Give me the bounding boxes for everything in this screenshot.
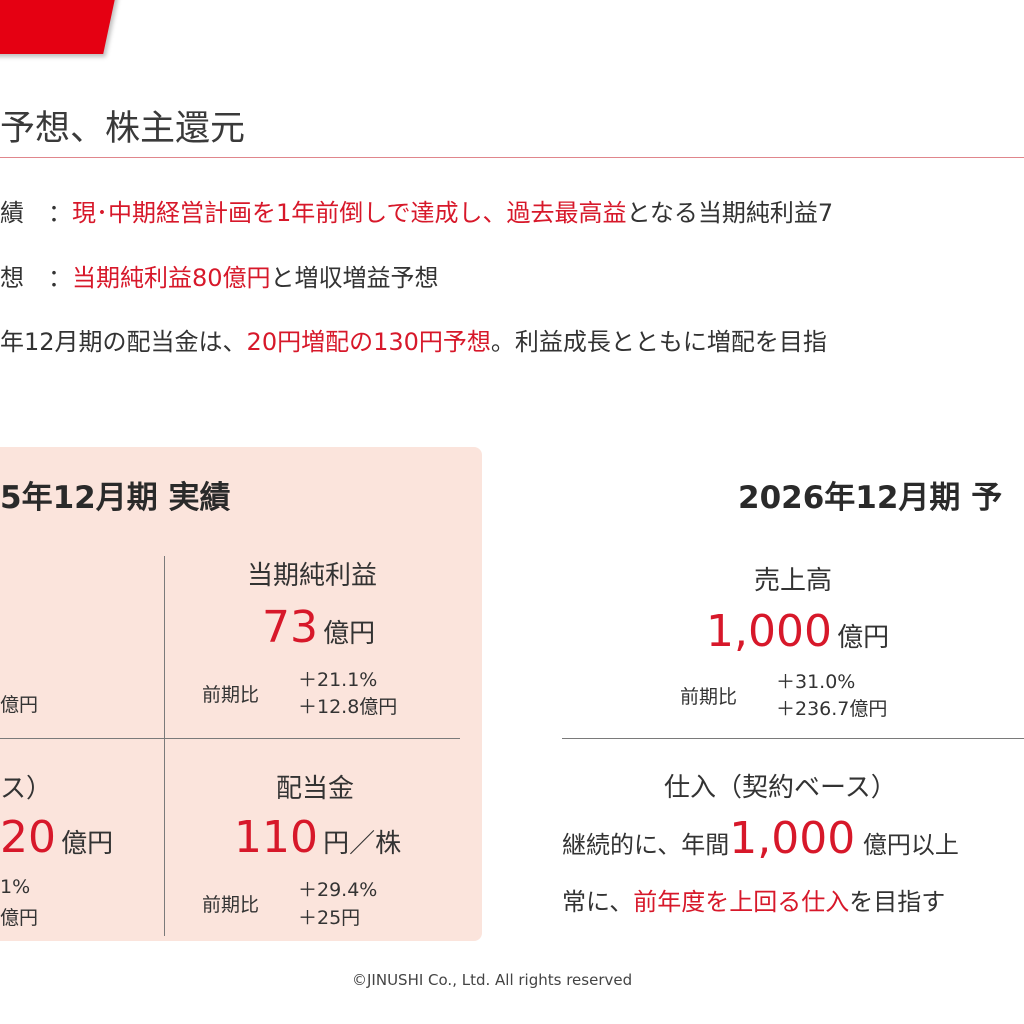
partial-yoy-amount: 億円 [0, 907, 39, 929]
dividend-unit: 円／株 [323, 829, 402, 859]
partial-yoy-pct: 1% [0, 876, 31, 898]
sales-label: 売上高 [754, 566, 833, 596]
dividend-yoy-pct: ＋29.4% [298, 879, 378, 901]
partial-unit: 億円 [61, 829, 114, 859]
grid-divider-horizontal [0, 738, 460, 739]
sales-figure: 1,000 億円 [706, 606, 889, 657]
net-income-yoy-pct: ＋21.1% [298, 669, 378, 691]
dividend-label: 配当金 [276, 774, 355, 804]
purchase-line-1: 継続的に、年間1,000 億円以上 [562, 813, 959, 864]
purchase-line2-highlight: 前年度を上回る仕入 [633, 888, 850, 916]
dividend-value: 110 [234, 812, 318, 863]
forecast-divider [562, 738, 1024, 739]
forecast-title: 2026年12月期 予 [738, 480, 1003, 516]
bullet-label: 績 ： [0, 199, 72, 227]
bullet-forecast: 想 ：当期純利益80億円と増収増益予想 [0, 258, 439, 293]
page-title: 予想、株主還元 [0, 109, 246, 149]
net-income-yoy-label: 前期比 [202, 684, 260, 706]
purchase-line2-prefix: 常に、 [562, 888, 634, 916]
results-panel [0, 447, 482, 941]
sales-value: 1,000 [706, 606, 832, 657]
bullet-text: となる当期純利益7 [626, 199, 834, 227]
sales-unit: 億円 [837, 623, 890, 653]
grid-divider-vertical [164, 556, 165, 936]
dividend-yoy-amount: ＋25円 [298, 907, 361, 929]
net-income-label: 当期純利益 [247, 561, 378, 591]
bullet-text: 。利益成長とともに増配を目指 [490, 328, 827, 356]
bullet-text: 年12月期の配当金は、 [0, 328, 247, 356]
bullet-dividend: 年12月期の配当金は、20円増配の130円予想。利益成長とともに増配を目指 [0, 322, 827, 357]
purchase-suffix: 億円以上 [862, 831, 959, 859]
title-divider [0, 157, 1024, 158]
section-tab [0, 0, 117, 54]
net-income-unit: 億円 [323, 619, 376, 649]
bullet-label: 想 ： [0, 264, 72, 292]
bullet-highlight: 現･中期経営計画を1年前倒しで達成し、過去最高益 [72, 199, 627, 227]
net-income-figure: 73 億円 [262, 602, 375, 653]
partial-figure: 20 億円 [0, 812, 113, 863]
copyright: ©JINUSHI Co., Ltd. All rights reserved [352, 971, 633, 989]
bullet-highlight: 20円増配の130円予想 [246, 328, 491, 356]
bullet-text: と増収増益予想 [270, 264, 439, 292]
net-income-value: 73 [262, 602, 318, 653]
partial-amount: 億円 [0, 694, 39, 716]
results-title: 5年12月期 実績 [0, 480, 231, 516]
bullet-highlight: 当期純利益80億円 [72, 264, 271, 292]
sales-yoy-pct: ＋31.0% [776, 671, 856, 693]
purchase-line-2: 常に、前年度を上回る仕入を目指す [562, 882, 945, 917]
purchase-value: 1,000 [729, 813, 856, 864]
dividend-yoy-label: 前期比 [202, 894, 260, 916]
partial-value: 20 [0, 812, 56, 863]
sales-yoy-amount: ＋236.7億円 [776, 698, 888, 720]
purchase-label: 仕入（契約ベース） [664, 773, 897, 803]
dividend-figure: 110 円／株 [234, 812, 401, 863]
net-income-yoy-amount: ＋12.8億円 [298, 696, 398, 718]
partial-label: ス） [0, 774, 53, 804]
sales-yoy-label: 前期比 [680, 686, 738, 708]
purchase-prefix: 継続的に、年間 [562, 831, 730, 859]
purchase-line2-suffix: を目指す [849, 888, 946, 916]
bullet-results: 績 ：現･中期経営計画を1年前倒しで達成し、過去最高益となる当期純利益7 [0, 193, 833, 228]
